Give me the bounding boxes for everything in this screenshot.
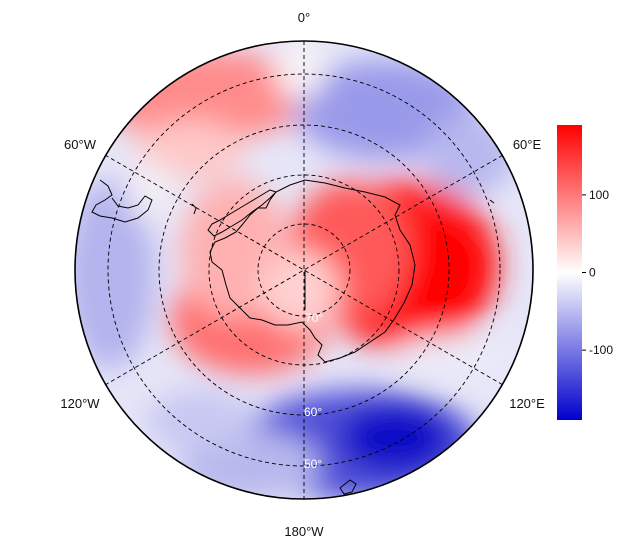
longitude-label-60w: 60°W [64, 137, 97, 152]
antarctic-peninsula-coastline [207, 189, 277, 237]
negative-anomaly-west [75, 180, 155, 370]
longitude-label-180w: 180°W [284, 524, 324, 539]
colorbar: 100 0 -100 [557, 125, 613, 420]
south-america-coastline [91, 179, 153, 223]
kerguelen-coastline [489, 199, 495, 204]
longitude-label-0: 0° [298, 10, 310, 25]
latitude-label-60: 60° [304, 405, 322, 419]
longitude-label-120e: 120°E [509, 396, 545, 411]
coastline-outlines [91, 179, 495, 495]
latitude-label-70: 70° [305, 311, 323, 325]
colorbar-tick-label: 0 [589, 266, 596, 280]
longitude-label-60e: 60°E [513, 137, 542, 152]
negative-anomaly-north-east [295, 60, 475, 160]
colorbar-tick-label: -100 [589, 343, 613, 357]
graticule [104, 41, 504, 499]
latitude-circle-50 [107, 73, 501, 467]
map-boundary [74, 40, 534, 500]
antarctica-coastline [209, 179, 416, 363]
new-zealand-coastline [339, 479, 357, 495]
colorbar-tick-label: 100 [589, 188, 609, 202]
colorbar-gradient [557, 125, 582, 420]
latitude-label-50: 50° [304, 457, 322, 471]
longitude-label-120w: 120°W [60, 396, 100, 411]
